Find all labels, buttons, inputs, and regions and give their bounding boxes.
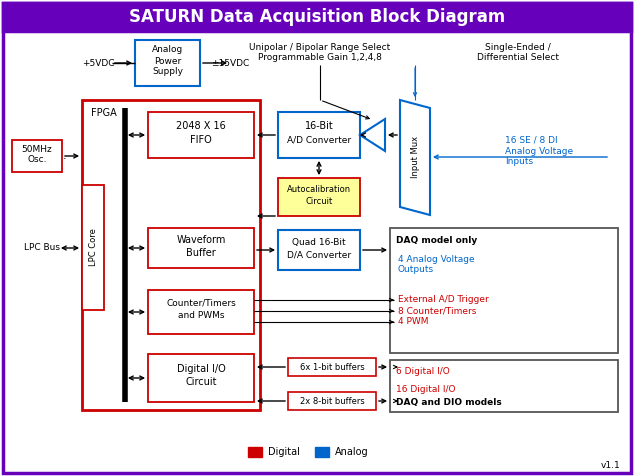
Text: 2048 X 16: 2048 X 16 [176,121,226,131]
Bar [82,185,104,310]
Bar [390,360,618,412]
Text: Circuit: Circuit [306,198,333,207]
Text: Quad 16-Bit: Quad 16-Bit [292,238,346,247]
Text: Autocalibration: Autocalibration [287,186,351,195]
Text: 16 SE / 8 DI: 16 SE / 8 DI [505,136,558,145]
Text: 4 Analog Voltage: 4 Analog Voltage [398,256,475,265]
Text: External A/D Trigger: External A/D Trigger [398,296,489,305]
Text: Programmable Gain 1,2,4,8: Programmable Gain 1,2,4,8 [258,53,382,62]
Text: Digital: Digital [268,447,300,457]
Text: Single-Ended /: Single-Ended / [485,43,551,52]
Text: Osc.: Osc. [27,156,47,165]
Bar [148,112,254,158]
Bar [82,100,260,410]
Text: FPGA: FPGA [91,108,117,118]
Text: 2x 8-bit buffers: 2x 8-bit buffers [300,397,365,406]
Text: Buffer: Buffer [186,248,216,258]
Text: 6x 1-bit buffers: 6x 1-bit buffers [300,363,365,371]
Text: 16-Bit: 16-Bit [304,121,333,131]
Text: Analog: Analog [335,447,368,457]
Text: Power: Power [154,57,181,66]
Text: Unipolar / Bipolar Range Select: Unipolar / Bipolar Range Select [249,43,391,52]
Text: Digital I/O: Digital I/O [177,364,225,374]
Text: SATURN Data Acquisition Block Diagram: SATURN Data Acquisition Block Diagram [129,8,505,26]
Text: Waveform: Waveform [176,235,226,245]
Bar [278,178,360,216]
Bar [288,358,376,376]
Bar [248,447,262,457]
Text: 50MHz: 50MHz [22,145,53,153]
Text: FIFO: FIFO [190,135,212,145]
Bar [390,228,618,353]
Bar [148,354,254,402]
Text: Outputs: Outputs [398,266,434,275]
Bar [278,230,360,270]
Polygon shape [360,119,385,151]
Text: 8 Counter/Timers: 8 Counter/Timers [398,307,476,316]
Text: 16 Digital I/O: 16 Digital I/O [396,386,455,395]
Bar [315,447,329,457]
Polygon shape [400,100,430,215]
Bar [3,3,631,31]
Text: and PWMs: and PWMs [178,311,224,320]
Text: Input Mux: Input Mux [410,136,420,178]
Text: Inputs: Inputs [505,158,533,167]
Bar [148,228,254,268]
Text: Analog: Analog [152,46,183,54]
Text: D/A Converter: D/A Converter [287,250,351,259]
Text: LPC Bus: LPC Bus [24,244,60,252]
Bar [148,290,254,334]
Text: LPC Core: LPC Core [89,228,98,267]
Bar [135,40,200,86]
Bar [278,112,360,158]
Text: .: . [63,151,67,161]
Text: Circuit: Circuit [185,377,217,387]
Text: Analog Voltage: Analog Voltage [505,147,573,156]
Text: 6 Digital I/O: 6 Digital I/O [396,367,450,377]
Text: Counter/Timers: Counter/Timers [166,298,236,307]
Text: v1.1: v1.1 [600,460,620,469]
Text: +5VDC: +5VDC [82,59,114,68]
Text: DAQ model only: DAQ model only [396,236,477,245]
Text: Supply: Supply [152,68,183,77]
Text: 4 PWM: 4 PWM [398,317,429,327]
Text: DAQ and DIO models: DAQ and DIO models [396,397,501,407]
Text: A/D Converter: A/D Converter [287,136,351,145]
Text: Differential Select: Differential Select [477,53,559,62]
Text: ±15VDC: ±15VDC [211,59,249,68]
Bar [288,392,376,410]
Bar [12,140,62,172]
